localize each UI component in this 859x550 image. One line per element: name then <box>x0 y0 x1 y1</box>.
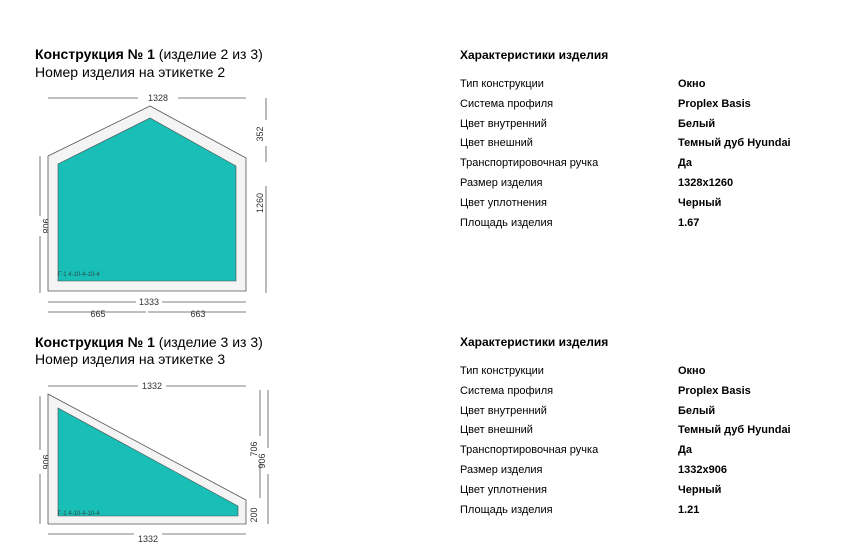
construction-number: Конструкция № 1 <box>35 334 155 350</box>
prop-label: Размер изделия <box>460 176 543 189</box>
prop-row: Размер изделия 1332x906 <box>460 464 840 484</box>
construction-title: Конструкция № 1 (изделие 2 из 3) <box>35 46 263 62</box>
dim-bottom: 1333 <box>139 297 159 307</box>
prop-row: Транспортировочная ручка Да <box>460 157 840 177</box>
prop-label: Система профиля <box>460 97 554 110</box>
dim-left: 908 <box>41 218 51 233</box>
window-glass <box>57 407 239 517</box>
prop-row: Транспортировочная ручка Да <box>460 444 840 464</box>
dim-right-c: 200 <box>249 507 259 522</box>
props-title: Характеристики изделия <box>460 48 609 62</box>
prop-label: Тип конструкции <box>460 365 544 377</box>
prop-row: Система профиля Proplex Basis <box>460 385 840 405</box>
prop-value: Черный <box>678 483 722 496</box>
prop-value: 1332x906 <box>678 463 727 476</box>
prop-value: Окно <box>678 365 706 377</box>
prop-label: Тип конструкции <box>460 78 544 90</box>
dim-bottom-left: 665 <box>90 309 105 319</box>
product-drawing-triangle: 1332 906 706 906 200 Г-1 4-10-4-10-4 133… <box>39 381 269 544</box>
prop-value: Белый <box>678 404 716 417</box>
dim-right-lower: 1260 <box>255 193 265 213</box>
glass-label: Г-1 4-10-4-10-4 <box>58 272 100 278</box>
prop-label: Размер изделия <box>460 463 543 476</box>
props-list: Тип конструкции Окно Система профиля Propl… <box>460 78 840 236</box>
dim-top: 1328 <box>148 93 168 103</box>
prop-label: Транспортировочная ручка <box>460 444 599 457</box>
props-title: Характеристики изделия <box>460 335 609 349</box>
dim-right-a: 706 <box>249 441 259 456</box>
prop-label: Площадь изделия <box>460 503 553 516</box>
prop-label: Площадь изделия <box>460 216 553 229</box>
prop-value: Proplex Basis <box>678 97 751 110</box>
prop-label: Цвет уплотнения <box>460 483 547 496</box>
prop-label: Цвет внутренний <box>460 404 547 417</box>
prop-row: Площадь изделия 1.21 <box>460 504 840 524</box>
prop-value: Да <box>678 157 692 170</box>
product-counter: (изделие 3 из 3) <box>154 334 263 350</box>
prop-row: Тип конструкции Окно <box>460 365 840 385</box>
label-number-line: Номер изделия на этикетке 3 <box>35 351 226 367</box>
dim-bottom: 1332 <box>138 534 158 544</box>
dim-top: 1332 <box>142 381 162 391</box>
dim-right-upper: 352 <box>255 126 265 141</box>
prop-value: 1.21 <box>678 503 700 516</box>
prop-row: Площадь изделия 1.67 <box>460 217 840 237</box>
prop-label: Система профиля <box>460 384 554 397</box>
prop-row: Цвет уплотнения Черный <box>460 484 840 504</box>
prop-row: Цвет внешний Темный дуб Hyundai <box>460 137 840 157</box>
prop-value: Proplex Basis <box>678 384 751 397</box>
prop-value: Темный дуб Hyundai <box>678 137 791 150</box>
prop-value: Темный дуб Hyundai <box>678 424 791 437</box>
dim-bottom-right: 663 <box>190 309 205 319</box>
prop-label: Цвет внешний <box>460 424 533 437</box>
product-drawing-pentagon: 1328 908 352 1260 Г-1 4-10-4-10-4 1333 6… <box>39 93 267 319</box>
prop-row: Цвет уплотнения Черный <box>460 197 840 217</box>
product-counter: (изделие 2 из 3) <box>154 46 263 62</box>
prop-row: Цвет внешний Темный дуб Hyundai <box>460 424 840 444</box>
construction-title: Конструкция № 1 (изделие 3 из 3) <box>35 334 263 350</box>
prop-value: 1.67 <box>678 216 700 229</box>
prop-value: Окно <box>678 78 706 90</box>
prop-row: Тип конструкции Окно <box>460 78 840 98</box>
dim-right-b: 906 <box>257 453 267 468</box>
prop-row: Цвет внутренний Белый <box>460 405 840 425</box>
prop-value: Черный <box>678 196 722 209</box>
window-glass <box>57 117 237 282</box>
dim-left: 906 <box>41 454 51 469</box>
prop-label: Цвет внутренний <box>460 117 547 130</box>
prop-label: Цвет внешний <box>460 137 533 150</box>
glass-label: Г-1 4-10-4-10-4 <box>58 511 100 517</box>
prop-row: Размер изделия 1328x1260 <box>460 177 840 197</box>
construction-number: Конструкция № 1 <box>35 46 155 62</box>
prop-label: Транспортировочная ручка <box>460 157 599 170</box>
prop-value: Да <box>678 444 692 457</box>
props-list: Тип конструкции Окно Система профиля Propl… <box>460 365 840 523</box>
prop-value: Белый <box>678 117 716 130</box>
prop-row: Цвет внутренний Белый <box>460 118 840 138</box>
label-number-line: Номер изделия на этикетке 2 <box>35 64 226 80</box>
prop-value: 1328x1260 <box>678 176 734 189</box>
prop-label: Цвет уплотнения <box>460 196 547 209</box>
prop-row: Система профиля Proplex Basis <box>460 98 840 118</box>
